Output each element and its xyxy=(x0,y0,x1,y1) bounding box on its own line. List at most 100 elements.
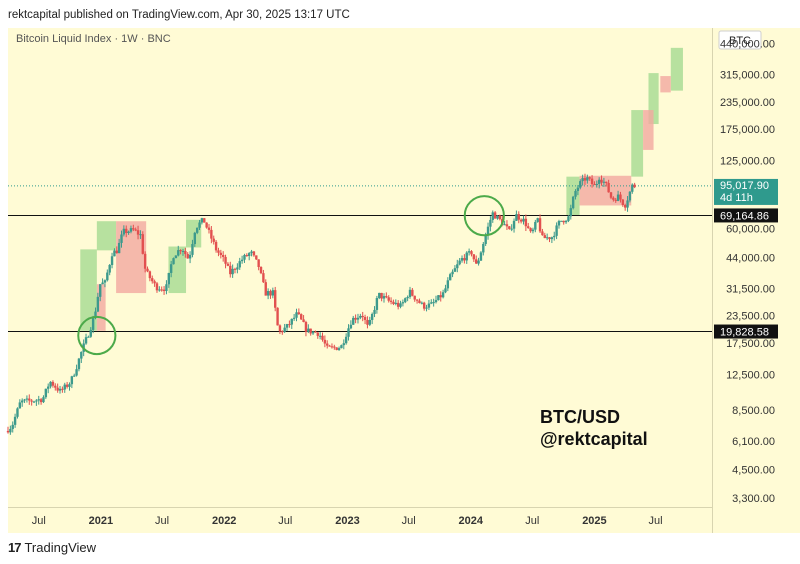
watermark: BTC/USD @rektcapital xyxy=(540,406,648,450)
y-tick-label: 4,500.00 xyxy=(732,464,775,476)
candle-body xyxy=(484,235,487,244)
candle-body xyxy=(323,339,327,344)
candle-body xyxy=(505,224,509,227)
candle-body xyxy=(11,424,14,429)
candle-body xyxy=(259,266,263,274)
candle-body xyxy=(257,259,260,267)
candle-body xyxy=(614,199,617,201)
candle-body xyxy=(80,351,83,359)
candle-body xyxy=(46,386,50,389)
candle-body xyxy=(609,192,613,198)
candle-body xyxy=(28,398,31,401)
candle-body xyxy=(58,388,62,391)
candle-body xyxy=(616,194,620,201)
y-tick-label: 175,000.00 xyxy=(720,124,775,136)
candle-body xyxy=(311,331,315,334)
level-badge-label-1: 19,828.58 xyxy=(720,327,769,339)
candle-body xyxy=(378,292,381,299)
candle-body xyxy=(84,337,88,344)
candle-body xyxy=(531,229,535,232)
candle-body xyxy=(515,214,518,221)
level-badge-1 xyxy=(714,324,778,339)
x-tick-label: Jul xyxy=(155,515,169,527)
level-badge-label-0: 69,164.86 xyxy=(720,210,769,222)
candle-body xyxy=(292,317,296,319)
candle-body xyxy=(269,291,272,296)
candle-body xyxy=(110,256,114,265)
candle-body xyxy=(205,222,208,228)
candle-body xyxy=(396,302,400,307)
candle-body xyxy=(203,218,206,223)
red-zone-3 xyxy=(643,110,654,150)
candle-body xyxy=(463,258,466,261)
candle-body xyxy=(179,250,182,252)
candle-body xyxy=(23,399,26,401)
candle-body xyxy=(576,187,580,191)
candle-body xyxy=(264,282,267,296)
candle-body xyxy=(42,397,45,403)
candle-body xyxy=(337,348,341,350)
candle-body xyxy=(545,237,549,239)
candle-body xyxy=(370,313,374,320)
candle-body xyxy=(158,289,161,291)
candle-body xyxy=(219,252,223,255)
candle-body xyxy=(245,255,249,257)
candle-body xyxy=(151,278,154,282)
tradingview-footer[interactable]: 17 TradingView xyxy=(8,540,96,555)
level-badge-0 xyxy=(714,208,778,223)
candle-body xyxy=(496,215,499,219)
candle-body xyxy=(534,221,537,230)
candle-body xyxy=(349,324,353,329)
candle-body xyxy=(595,183,599,185)
candle-body xyxy=(597,179,601,184)
candle-body xyxy=(186,254,189,259)
candle-body xyxy=(340,345,343,349)
candle-body xyxy=(32,401,36,403)
candle-body xyxy=(77,358,81,370)
candle-body xyxy=(247,253,251,256)
candle-body xyxy=(477,260,480,264)
candle-body xyxy=(262,273,265,283)
candle-body xyxy=(439,295,442,298)
candle-body xyxy=(375,298,379,310)
candle-body xyxy=(94,311,97,319)
candle-body xyxy=(557,221,561,226)
candle-body xyxy=(304,322,308,332)
candle-body xyxy=(607,182,610,193)
candle-body xyxy=(498,215,502,220)
candle-body xyxy=(536,218,539,222)
candle-body xyxy=(522,218,525,222)
candle-body xyxy=(631,184,634,192)
candle-body xyxy=(184,250,187,255)
candle-body xyxy=(210,229,213,239)
candle-body xyxy=(276,307,279,326)
candle-body xyxy=(70,376,74,385)
candle-body xyxy=(538,218,542,232)
candle-body xyxy=(333,346,336,348)
candle-body xyxy=(236,267,239,270)
candle-body xyxy=(602,181,606,183)
candle-body xyxy=(198,222,201,228)
candle-body xyxy=(593,184,596,186)
candle-body xyxy=(479,252,483,261)
candle-body xyxy=(167,272,170,285)
countdown-label: 4d 11h xyxy=(720,192,753,204)
candle-body xyxy=(51,381,55,386)
candle-body xyxy=(465,252,468,261)
y-tick-label: 12,500.00 xyxy=(726,369,775,381)
candle-body xyxy=(548,237,551,240)
candle-body xyxy=(581,178,584,182)
candle-body xyxy=(127,231,130,233)
price-axis[interactable] xyxy=(712,28,800,533)
candle-body xyxy=(467,251,471,253)
tradingview-logo-icon: 17 xyxy=(8,540,22,555)
candle-body xyxy=(106,272,109,281)
watermark-pair: BTC/USD xyxy=(540,407,620,427)
candle-body xyxy=(56,387,59,391)
candle-body xyxy=(408,289,412,298)
candle-body xyxy=(574,190,577,197)
candle-body xyxy=(240,259,244,262)
candle-body xyxy=(153,281,156,284)
candle-body xyxy=(169,264,173,273)
